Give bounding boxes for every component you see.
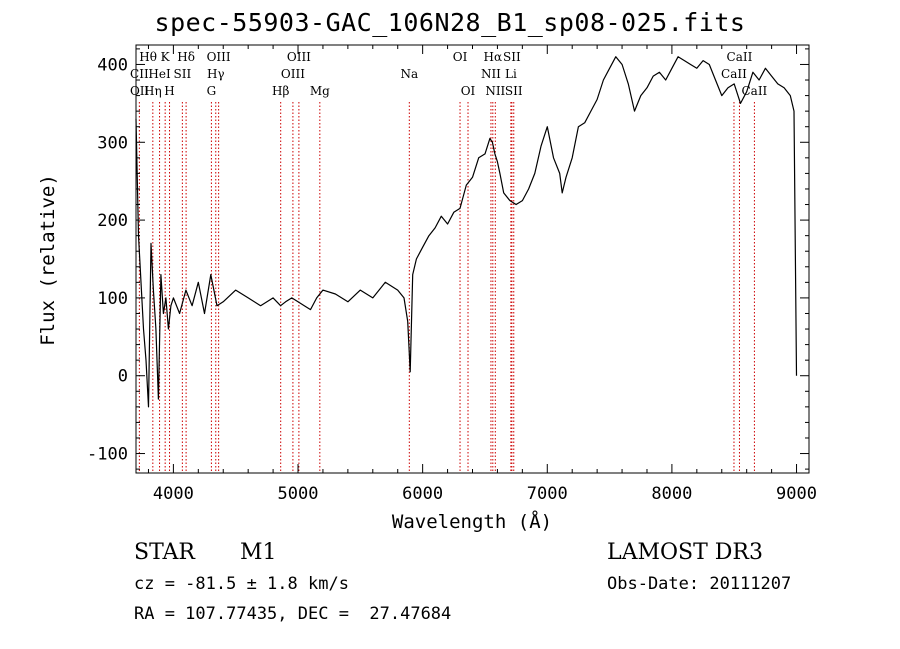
- line-label-12: Hγ: [207, 67, 225, 81]
- line-label-25: NII: [485, 84, 505, 98]
- y-axis-label: Flux (relative): [37, 174, 59, 346]
- line-label-14: Na: [400, 67, 418, 81]
- line-label-3: OIII: [207, 50, 231, 64]
- x-tick-label-2: 6000: [402, 484, 443, 504]
- object-subclass: M1: [240, 540, 277, 565]
- line-label-13: OIII: [281, 67, 305, 81]
- line-label-6: Hα: [484, 50, 503, 64]
- y-tick-label-1: 0: [118, 367, 128, 387]
- x-tick-label-3: 7000: [527, 484, 568, 504]
- series-line-0: [135, 56, 798, 408]
- line-label-10: HeI: [148, 67, 171, 81]
- x-axis-label: Wavelength (Å): [392, 510, 552, 533]
- line-label-16: Li: [505, 67, 517, 81]
- line-label-21: G: [207, 84, 217, 98]
- chart-title: spec-55903-GAC_106N28_B1_sp08-025.fits: [154, 8, 746, 37]
- y-tick-label-3: 200: [97, 211, 128, 231]
- line-label-4: OIII: [287, 50, 311, 64]
- line-label-17: CaII: [721, 67, 747, 81]
- coordinates: RA = 107.77435, DEC = 27.47684: [134, 604, 452, 624]
- x-tick-label-0: 4000: [153, 484, 194, 504]
- line-label-2: Hδ: [177, 50, 195, 64]
- x-tick-label-1: 5000: [278, 484, 319, 504]
- x-tick-label-5: 9000: [776, 484, 817, 504]
- line-label-8: CaII: [727, 50, 753, 64]
- line-label-24: OI: [461, 84, 476, 98]
- line-label-11: SII: [174, 67, 192, 81]
- y-tick-label-0: -100: [87, 445, 128, 465]
- object-class: STAR: [134, 540, 195, 565]
- line-label-23: Mg: [310, 84, 330, 98]
- axis-ticks: 4000 5000 6000 7000 8000 9000 -100 0 100 200 300 40…: [87, 45, 817, 504]
- line-label-7: SII: [503, 50, 521, 64]
- observation-date: Obs-Date: 20111207: [607, 574, 792, 594]
- line-label-18: OII: [130, 84, 150, 98]
- line-label-0: Hθ: [139, 50, 157, 64]
- line-label-1: K: [161, 50, 171, 64]
- line-label-15: NII: [481, 67, 501, 81]
- plot-frame: [135, 44, 810, 474]
- y-tick-label-4: 300: [97, 133, 128, 153]
- line-label-26: SII: [505, 84, 523, 98]
- flux-series: [135, 56, 798, 408]
- line-label-9: CII: [130, 67, 149, 81]
- line-label-19: Hη: [144, 84, 162, 98]
- y-tick-label-2: 100: [97, 289, 128, 309]
- line-label-5: OI: [453, 50, 468, 64]
- x-tick-label-4: 8000: [651, 484, 692, 504]
- line-label-22: Hβ: [272, 84, 289, 98]
- line-label-27: CaII: [741, 84, 767, 98]
- y-tick-label-5: 400: [97, 55, 128, 75]
- survey-name: LAMOST DR3: [607, 540, 763, 565]
- line-label-20: H: [164, 84, 174, 98]
- redshift-velocity: cz = -81.5 ± 1.8 km/s: [134, 574, 349, 594]
